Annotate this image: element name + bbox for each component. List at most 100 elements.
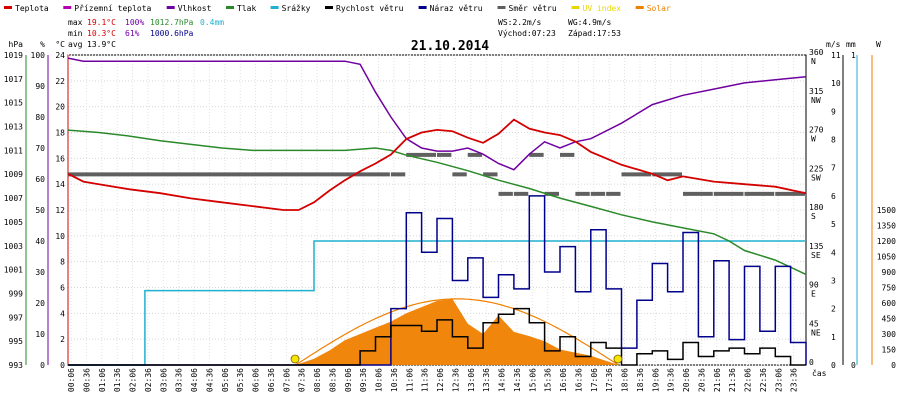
direction-tick-cardinal: W [811,135,816,144]
sunset-time: Západ:17:53 [568,29,621,38]
degc-tick-label: 16 [55,154,65,163]
pct-tick-label: 60 [35,175,45,184]
direction-tick-cardinal: SW [811,173,821,182]
degc-tick-label: 8 [60,258,65,267]
hpa-tick-label: 995 [9,337,24,346]
wind-direction-mark [390,172,406,177]
x-tick-label: 12:06 [436,368,445,392]
hpa-tick-label: 1015 [4,99,23,108]
legend-swatch-5 [325,6,333,9]
x-tick-label: 10:06 [375,368,384,392]
stats-max-press: 1012.7hPa [150,18,194,27]
x-tick-label: 17:06 [590,368,599,392]
hpa-tick-label: 1013 [4,123,23,132]
ms-axis-unit: m/s [826,40,841,49]
pct-tick-label: 40 [35,237,45,246]
x-tick-label: 06:06 [252,368,261,392]
direction-tick-degrees: 0 [809,358,814,367]
ms-tick-label: 7 [831,164,836,173]
x-tick-label: 08:06 [313,368,322,392]
hpa-tick-label: 1019 [4,51,23,60]
x-tick-label: 21:36 [728,368,737,392]
x-tick-label: 20:36 [697,368,706,392]
pct-tick-label: 50 [35,206,45,215]
direction-tick-degrees: 270 [809,126,824,135]
wind-direction-mark [544,191,559,196]
legend-swatch-0 [4,6,12,9]
legend-label-0: Teplota [15,4,49,13]
x-tick-label: 03:06 [159,368,168,392]
wind-direction-mark [713,191,744,196]
w-tick-label: 0 [891,361,896,370]
x-tick-label: 22:06 [744,368,753,392]
hpa-tick-label: 1005 [4,218,23,227]
direction-tick-cardinal: SE [811,251,821,260]
ms-tick-label: 10 [831,79,841,88]
legend-swatch-9 [635,6,644,9]
wind-direction-mark [498,191,513,196]
pct-tick-label: 30 [35,268,45,277]
legend-swatch-4 [270,6,279,9]
x-tick-label: 05:36 [236,368,245,392]
pct-tick-label: 10 [35,330,45,339]
sunrise-time: Východ:07:23 [498,29,556,38]
x-tick-label: 02:06 [129,368,138,392]
x-tick-label: 03:36 [175,368,184,392]
w-tick-label: 1200 [877,237,896,246]
ms-tick-label: 11 [831,51,841,60]
legend-label-1: Přízemní teplota [74,4,151,13]
w-tick-label: 150 [882,346,897,355]
hpa-tick-label: 1007 [4,194,23,203]
x-tick-label: 15:36 [544,368,553,392]
x-tick-label: 09:06 [344,368,353,392]
x-tick-label: 18:06 [621,368,630,392]
hpa-tick-label: 997 [9,313,24,322]
ms-tick-label: 3 [831,276,836,285]
ms-tick-label: 8 [831,136,836,145]
w-tick-label: 750 [882,284,897,293]
ms-tick-label: 1 [831,333,836,342]
degc-axis-unit: °C [55,40,65,49]
x-tick-label: 15:06 [528,368,537,392]
x-tick-label: 01:36 [113,368,122,392]
x-tick-label: 10:36 [390,368,399,392]
direction-tick-cardinal: E [811,290,816,299]
hpa-tick-label: 993 [9,361,24,370]
wind-direction-mark [575,191,590,196]
wind-direction-mark [483,172,498,177]
degc-tick-label: 0 [60,361,65,370]
pct-tick-label: 80 [35,113,45,122]
wind-direction-mark [621,172,652,177]
wind-direction-mark [652,172,682,177]
pct-tick-label: 20 [35,299,45,308]
legend: Teplota Přízemní teplota Vlhkost Tlak Srážky… [4,4,671,13]
stats-max-temp: 19.1°C [87,18,116,27]
mm-tick-label: 1 [851,51,856,60]
wind-direction-mark [437,152,452,157]
x-tick-label: 04:06 [190,368,199,392]
solar-theoretical-curve [295,298,619,366]
x-tick-label: 06:36 [267,368,276,392]
x-tick-label: 21:06 [713,368,722,392]
w-tick-label: 300 [882,330,897,339]
pct-tick-label: 0 [40,361,45,370]
direction-tick-degrees: 360 [809,48,824,57]
legend-label-7: Směr větru [509,4,557,13]
sunrise-marker [290,354,300,364]
stats-avg-temp: 13.9°C [87,40,116,49]
x-tick-label: 11:06 [405,368,414,392]
x-tick-label: 16:36 [574,368,583,392]
wind-info: WS:2.2m/s WG:4.9m/s Východ:07:23 Západ:1… [498,18,621,38]
direction-tick-cardinal: NW [811,96,821,105]
x-tick-label: 07:06 [282,368,291,392]
wind-direction-mark [683,191,713,196]
x-tick-label: 20:06 [682,368,691,392]
x-tick-label: 08:36 [328,368,337,392]
x-tick-label: 18:36 [636,368,645,392]
x-tick-label: 07:36 [298,368,307,392]
w-axis-unit: W [876,40,881,49]
legend-label-5: Rychlost větru [336,4,404,13]
mm-axis-unit: mm [846,40,856,49]
wind-direction-mark [513,191,529,196]
